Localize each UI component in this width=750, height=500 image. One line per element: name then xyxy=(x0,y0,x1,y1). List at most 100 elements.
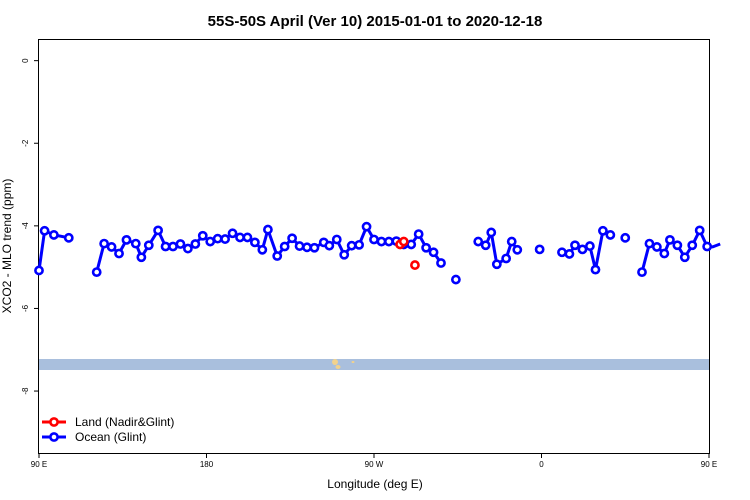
ocean-data-point xyxy=(331,234,342,245)
ocean-data-point xyxy=(235,232,245,243)
land-data-point xyxy=(398,236,409,247)
ocean-data-point xyxy=(212,233,223,244)
ocean-data-point xyxy=(577,244,588,255)
ocean-data-point xyxy=(242,232,253,243)
ocean-data-point xyxy=(346,240,357,251)
ocean-data-point xyxy=(637,267,647,278)
y-axis-label: XCO2 - MLO trend (ppm) xyxy=(0,179,14,314)
ocean-data-point xyxy=(421,242,432,253)
ocean-data-point xyxy=(620,232,631,243)
ocean-data-point xyxy=(564,249,575,259)
ocean-data-point xyxy=(168,241,178,252)
ocean-data-point xyxy=(659,248,670,259)
ocean-data-point xyxy=(34,265,44,276)
ocean-data-point xyxy=(130,238,141,249)
x-axis-ticks: 90 E 180 90 W 0 90 E xyxy=(31,453,717,469)
ocean-data-point xyxy=(672,240,683,251)
ocean-data-point xyxy=(39,225,50,236)
y-axis-ticks: 0 -2 -4 -6 -8 xyxy=(21,58,39,395)
ocean-data-point xyxy=(584,241,595,251)
y-tick-label: -4 xyxy=(21,222,30,230)
ocean-data-point xyxy=(651,242,662,252)
ocean-data-point xyxy=(376,236,387,247)
ocean-data-point xyxy=(91,267,102,278)
legend-ocean-marker xyxy=(49,432,59,442)
ocean-data-point xyxy=(354,239,365,250)
ocean-data-point xyxy=(486,227,497,238)
x-tick-label: 180 xyxy=(200,460,214,469)
ocean-data-point xyxy=(598,225,608,236)
ocean-data-point xyxy=(294,241,305,251)
ocean-data-point xyxy=(182,243,193,254)
ocean-data-point xyxy=(99,238,110,249)
ocean-data-point xyxy=(702,241,713,252)
ocean-data-point xyxy=(227,228,238,239)
ocean-data-point xyxy=(190,239,201,249)
ocean-data-point xyxy=(570,240,580,251)
ocean-data-point xyxy=(605,230,616,240)
series-ocean-glint xyxy=(34,221,721,285)
x-tick-label: 0 xyxy=(539,460,544,469)
ocean-data-point xyxy=(143,240,154,251)
ocean-data-point xyxy=(197,230,208,241)
ocean-data-point xyxy=(450,274,461,285)
ocean-data-point xyxy=(473,236,484,247)
legend-ocean-label: Ocean (Glint) xyxy=(75,430,146,444)
ocean-data-point xyxy=(383,236,394,247)
ocean-data-point xyxy=(480,240,491,251)
ocean-data-point xyxy=(249,237,260,248)
ocean-data-point xyxy=(309,242,320,253)
ocean-data-point xyxy=(679,252,690,263)
ocean-data-point xyxy=(263,224,273,235)
ocean-data-point xyxy=(48,230,59,240)
y-tick-label: -8 xyxy=(21,387,30,395)
ocean-data-point xyxy=(557,247,567,258)
legend-land-label: Land (Nadir&Glint) xyxy=(75,415,174,429)
x-tick-label: 90 W xyxy=(365,460,384,469)
ocean-data-point xyxy=(106,242,117,252)
ocean-data-point xyxy=(272,251,283,261)
x-tick-label: 90 E xyxy=(701,460,717,469)
ocean-data-point xyxy=(644,238,655,249)
ocean-data-point xyxy=(506,236,517,247)
ocean-data-point xyxy=(339,249,350,260)
ocean-data-point xyxy=(436,258,446,268)
chart-title: 55S-50S April (Ver 10) 2015-01-01 to 202… xyxy=(208,13,543,30)
ocean-data-point xyxy=(257,244,268,255)
y-tick-label: -6 xyxy=(21,304,30,312)
map-strip xyxy=(39,359,709,370)
ocean-data-point xyxy=(302,242,312,253)
ocean-data-point xyxy=(205,236,216,247)
ocean-series-line xyxy=(640,228,721,273)
ocean-data-point xyxy=(413,229,424,240)
ocean-data-point xyxy=(428,247,439,258)
ocean-data-point xyxy=(687,240,698,251)
ocean-data-point xyxy=(175,239,186,249)
ocean-data-point xyxy=(590,264,601,275)
ocean-data-point xyxy=(136,252,147,263)
ocean-data-point xyxy=(324,240,335,251)
ocean-data-point xyxy=(279,241,290,252)
ocean-data-point xyxy=(361,221,372,232)
ocean-data-point xyxy=(121,234,132,245)
ocean-data-point xyxy=(160,241,171,252)
legend: Land (Nadir&Glint) Ocean (Glint) xyxy=(42,415,174,444)
ocean-series-line xyxy=(37,229,70,271)
ocean-data-point xyxy=(369,234,379,245)
ocean-data-point xyxy=(153,225,164,236)
series-land-nadir-glint xyxy=(395,236,420,270)
y-tick-label: -2 xyxy=(21,139,30,147)
x-tick-label: 90 E xyxy=(31,460,47,469)
ocean-data-point xyxy=(63,232,74,243)
ocean-data-point xyxy=(287,233,298,244)
ocean-data-point xyxy=(406,239,417,250)
ocean-data-point xyxy=(114,248,124,259)
ocean-data-point xyxy=(491,259,502,270)
y-tick-label: 0 xyxy=(21,58,30,63)
ocean-data-point xyxy=(501,253,512,264)
ocean-data-point xyxy=(220,234,231,244)
legend-land-marker xyxy=(49,417,59,427)
ocean-data-point xyxy=(512,244,523,255)
ocean-data-point xyxy=(665,234,675,245)
